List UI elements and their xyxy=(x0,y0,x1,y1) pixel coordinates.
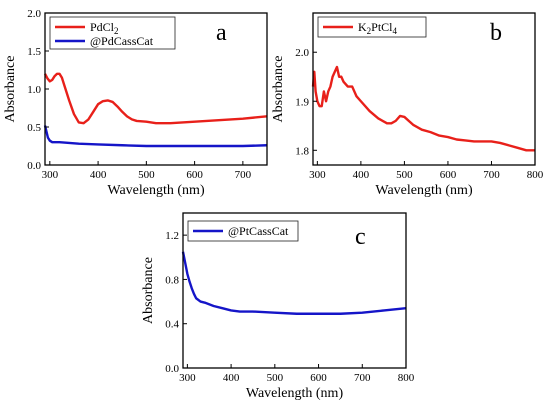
panel-a-x-tick-label-2: 500 xyxy=(138,169,155,181)
panel-c-x-tick-label-3: 600 xyxy=(310,372,327,384)
panel-b-x-axis-label: Wavelength (nm) xyxy=(375,183,473,198)
panel-c-y-tick-label-2: 0.8 xyxy=(165,274,179,286)
panel-a-y-tick-label-0: 0.0 xyxy=(27,160,41,172)
panel-b-x-tick-label-5: 800 xyxy=(527,169,544,181)
panel-c-x-tick-label-4: 700 xyxy=(354,372,371,384)
panel-a-y-tick-label-1: 0.5 xyxy=(27,122,41,134)
panel-b-panel-letter: b xyxy=(490,20,502,46)
panel-c-x-tick-label-5: 800 xyxy=(398,372,415,384)
panel-a-legend-box xyxy=(49,16,176,50)
panel-c-x-tick-label-2: 500 xyxy=(267,372,284,384)
panel-c-series-line-0 xyxy=(181,251,407,315)
panel-c-y-axis-label: Absorbance xyxy=(141,257,156,324)
panel-a-x-axis-label: Wavelength (nm) xyxy=(107,183,205,198)
panel-b-x-tick-label-0: 300 xyxy=(309,169,326,181)
panel-b-plot-frame xyxy=(312,12,536,166)
panel-b-y-tick-label-2: 2.0 xyxy=(295,47,309,59)
panel-b-x-tick-label-1: 400 xyxy=(353,169,370,181)
panel-c: 300 400 500 600 700 800 0.0 0.4 0.8 1.2 Wavelength… xyxy=(141,212,415,400)
panel-b-y-tick-label-1: 1.9 xyxy=(295,96,309,108)
panel-a-series-line-1 xyxy=(43,125,268,148)
panel-c-y-tick-label-0: 0.0 xyxy=(165,363,179,375)
panel-a-series-line-0 xyxy=(43,72,268,125)
panel-a-y-tick-label-4: 2.0 xyxy=(27,8,41,20)
panel-a-legend-label-0: PdCl2 xyxy=(90,20,119,36)
panel-b-x-tick-label-4: 700 xyxy=(483,169,500,181)
panel-b-legend-label-0: K2PtCl4 xyxy=(358,20,398,36)
panel-b-x-tick-label-3: 600 xyxy=(440,169,457,181)
panel-c-x-tick-label-1: 400 xyxy=(223,372,240,384)
panel-c-panel-letter: c xyxy=(355,224,366,250)
panel-a-panel-letter: a xyxy=(216,20,227,46)
panel-b-series-line-0 xyxy=(311,65,535,152)
panel-b-y-tick-label-0: 1.8 xyxy=(295,145,309,157)
panel-b-x-tick-label-2: 500 xyxy=(396,169,413,181)
panel-a-y-tick-label-2: 1.0 xyxy=(27,84,41,96)
panel-c-legend-box xyxy=(187,220,299,242)
panel-b-y-axis-label: Absorbance xyxy=(271,56,286,123)
panel-a-x-tick-label-4: 700 xyxy=(235,169,252,181)
panel-a: 300 400 500 600 700 0.0 0.5 1.0 1.5 2.0 Wavelength… xyxy=(3,8,268,198)
panel-a-y-axis-label: Absorbance xyxy=(3,56,18,123)
panel-c-y-tick-label-1: 0.4 xyxy=(165,319,179,331)
panel-c-plot-frame xyxy=(182,212,407,369)
panel-a-x-tick-label-3: 600 xyxy=(186,169,203,181)
panel-a-y-tick-label-3: 1.5 xyxy=(27,46,41,58)
panel-a-legend-label-1: @PdCassCat xyxy=(90,34,154,48)
panel-b: 300 400 500 600 700 800 1.8 1.9 2.0 Wavelength (n… xyxy=(271,12,544,198)
panel-a-x-tick-label-1: 400 xyxy=(90,169,107,181)
panel-b-legend-box xyxy=(317,16,427,38)
panel-c-x-axis-label: Wavelength (nm) xyxy=(246,386,344,400)
panel-a-x-tick-label-0: 300 xyxy=(42,169,59,181)
panel-c-x-tick-label-0: 300 xyxy=(179,372,196,384)
panel-c-legend-label-0: @PtCassCat xyxy=(228,224,289,238)
panel-c-y-tick-label-3: 1.2 xyxy=(165,230,179,242)
